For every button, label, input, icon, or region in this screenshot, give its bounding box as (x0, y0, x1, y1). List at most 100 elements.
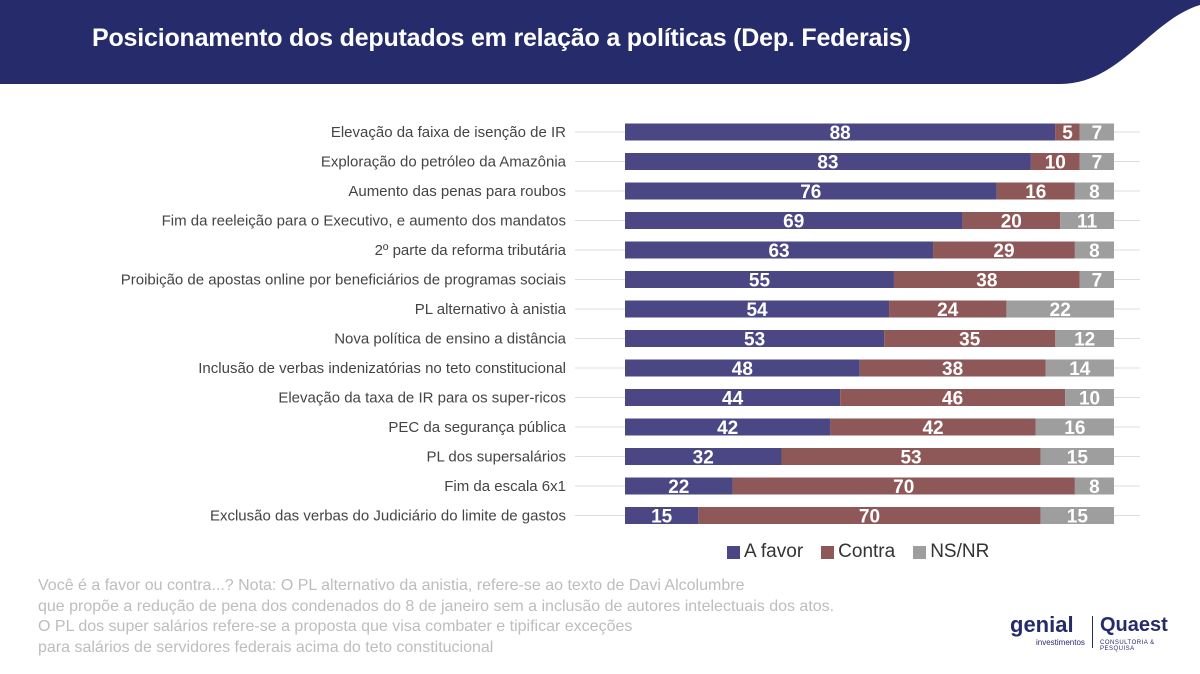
category-label: Elevação da faixa de isenção de IR (331, 124, 566, 141)
bar-segment-a-favor (625, 153, 1031, 170)
bar-segment-contra (698, 507, 1041, 524)
data-label-contra: 70 (859, 507, 880, 528)
bar-segment-contra (1055, 123, 1080, 141)
bar-segment-ns-nr (1040, 507, 1114, 524)
data-label-contra: 38 (942, 359, 963, 380)
data-label-ns-nr: 16 (1064, 418, 1085, 439)
bar-segment-a-favor (625, 330, 885, 347)
data-label-a-favor: 55 (749, 271, 771, 292)
bar-segment-ns-nr (1040, 448, 1114, 465)
bar-segment-contra (996, 182, 1075, 200)
data-label-a-favor: 22 (668, 477, 689, 498)
legend-label-a-favor: A favor (744, 541, 804, 562)
bar-segment-ns-nr (1060, 212, 1114, 229)
data-label-ns-nr: 11 (1077, 212, 1098, 233)
legend-label-contra: Contra (838, 541, 896, 562)
bar-segment-ns-nr (1055, 330, 1114, 347)
data-label-a-favor: 44 (722, 389, 744, 410)
data-label-ns-nr: 15 (1067, 448, 1089, 469)
data-label-a-favor: 88 (830, 123, 851, 144)
data-label-contra: 5 (1062, 123, 1073, 144)
bar-segment-ns-nr (1045, 359, 1114, 377)
bar-segment-ns-nr (1074, 241, 1114, 259)
bar-segment-ns-nr (1006, 300, 1114, 318)
quaest-logo: Quaest (1100, 614, 1168, 636)
legend-swatch-ns-nr (913, 545, 927, 559)
logo-divider (1092, 616, 1093, 648)
data-label-contra: 20 (1001, 212, 1022, 233)
bar-segment-a-favor (625, 359, 860, 377)
data-label-a-favor: 15 (651, 507, 673, 528)
category-label: PL alternativo à anistia (415, 301, 567, 318)
data-label-ns-nr: 7 (1092, 153, 1103, 174)
footnote-line: para salários de servidores federais aci… (38, 638, 494, 656)
legend-label-ns-nr: NS/NR (930, 541, 990, 562)
data-label-contra: 46 (942, 389, 963, 410)
bar-segment-contra (840, 389, 1066, 406)
legend-item-a-favor: A favor (727, 541, 803, 563)
bar-segment-contra (884, 330, 1056, 347)
bar-segment-contra (781, 448, 1041, 465)
bar-segment-contra (859, 359, 1046, 377)
category-label: Elevação da taxa de IR para os super-ric… (278, 390, 566, 407)
data-label-a-favor: 69 (783, 212, 804, 233)
chart-legend: A favor Contra NS/NR (727, 541, 989, 563)
footnote: Você é a favor ou contra...? Nota: O PL … (38, 576, 968, 658)
data-label-a-favor: 42 (717, 418, 738, 439)
bar-segment-a-favor (625, 418, 831, 436)
legend-item-ns-nr: NS/NR (913, 541, 989, 563)
bar-segment-ns-nr (1079, 271, 1114, 288)
data-label-ns-nr: 22 (1050, 300, 1071, 321)
data-label-contra: 42 (922, 418, 943, 439)
category-label: Fim da reeleição para o Executivo, e aum… (162, 213, 566, 230)
data-label-contra: 35 (959, 330, 981, 351)
bar-segment-contra (889, 300, 1007, 318)
bar-segment-a-favor (625, 271, 894, 288)
category-label: Exclusão das verbas do Judiciário do lim… (210, 508, 566, 525)
bar-segment-a-favor (625, 389, 841, 406)
data-label-ns-nr: 8 (1089, 477, 1100, 498)
legend-swatch-contra (821, 545, 835, 559)
bar-segment-a-favor (625, 300, 890, 318)
data-label-contra: 16 (1025, 182, 1046, 203)
bar-segment-ns-nr (1079, 153, 1114, 170)
bar-segment-a-favor (625, 182, 997, 200)
quaest-logo-subtitle: CONSULTORIA & PESQUISA (1100, 640, 1155, 652)
bar-segment-a-favor (625, 212, 963, 229)
data-label-a-favor: 54 (746, 300, 768, 321)
data-label-a-favor: 83 (817, 153, 838, 174)
category-label: Aumento das penas para roubos (348, 183, 566, 200)
bar-segment-contra (933, 241, 1075, 259)
bar-segment-contra (732, 477, 1075, 495)
category-label: Exploração do petróleo da Amazônia (321, 154, 567, 171)
bar-segment-a-favor (625, 477, 733, 495)
data-label-contra: 70 (893, 477, 914, 498)
bar-segment-a-favor (625, 448, 782, 465)
logos: genial investimentos Quaest CONSULTORIA … (1010, 612, 1180, 652)
data-label-ns-nr: 7 (1092, 271, 1103, 292)
data-label-contra: 29 (993, 241, 1014, 262)
data-label-contra: 10 (1045, 153, 1066, 174)
data-label-ns-nr: 8 (1089, 182, 1100, 203)
bar-segment-a-favor (625, 507, 699, 524)
data-label-ns-nr: 7 (1092, 123, 1103, 144)
data-label-a-favor: 32 (693, 448, 714, 469)
data-label-contra: 24 (937, 300, 959, 321)
bar-segment-a-favor (625, 123, 1056, 141)
bar-segment-contra (830, 418, 1036, 436)
bar-segment-contra (962, 212, 1061, 229)
category-label: Proibição de apostas online por benefici… (121, 272, 566, 289)
data-label-a-favor: 48 (732, 359, 753, 380)
header-curve-decoration (0, 0, 1200, 110)
data-label-contra: 53 (900, 448, 921, 469)
bar-segment-ns-nr (1035, 418, 1114, 436)
data-label-ns-nr: 14 (1069, 359, 1091, 380)
bar-segment-ns-nr (1074, 182, 1114, 200)
footnote-line: que propõe a redução de pena dos condena… (38, 597, 835, 615)
bar-segment-ns-nr (1065, 389, 1114, 406)
data-label-ns-nr: 10 (1079, 389, 1100, 410)
bar-segment-a-favor (625, 241, 934, 259)
bar-segment-contra (893, 271, 1080, 288)
footnote-line: Você é a favor ou contra...? Nota: O PL … (38, 577, 745, 594)
bar-segment-ns-nr (1079, 123, 1114, 141)
